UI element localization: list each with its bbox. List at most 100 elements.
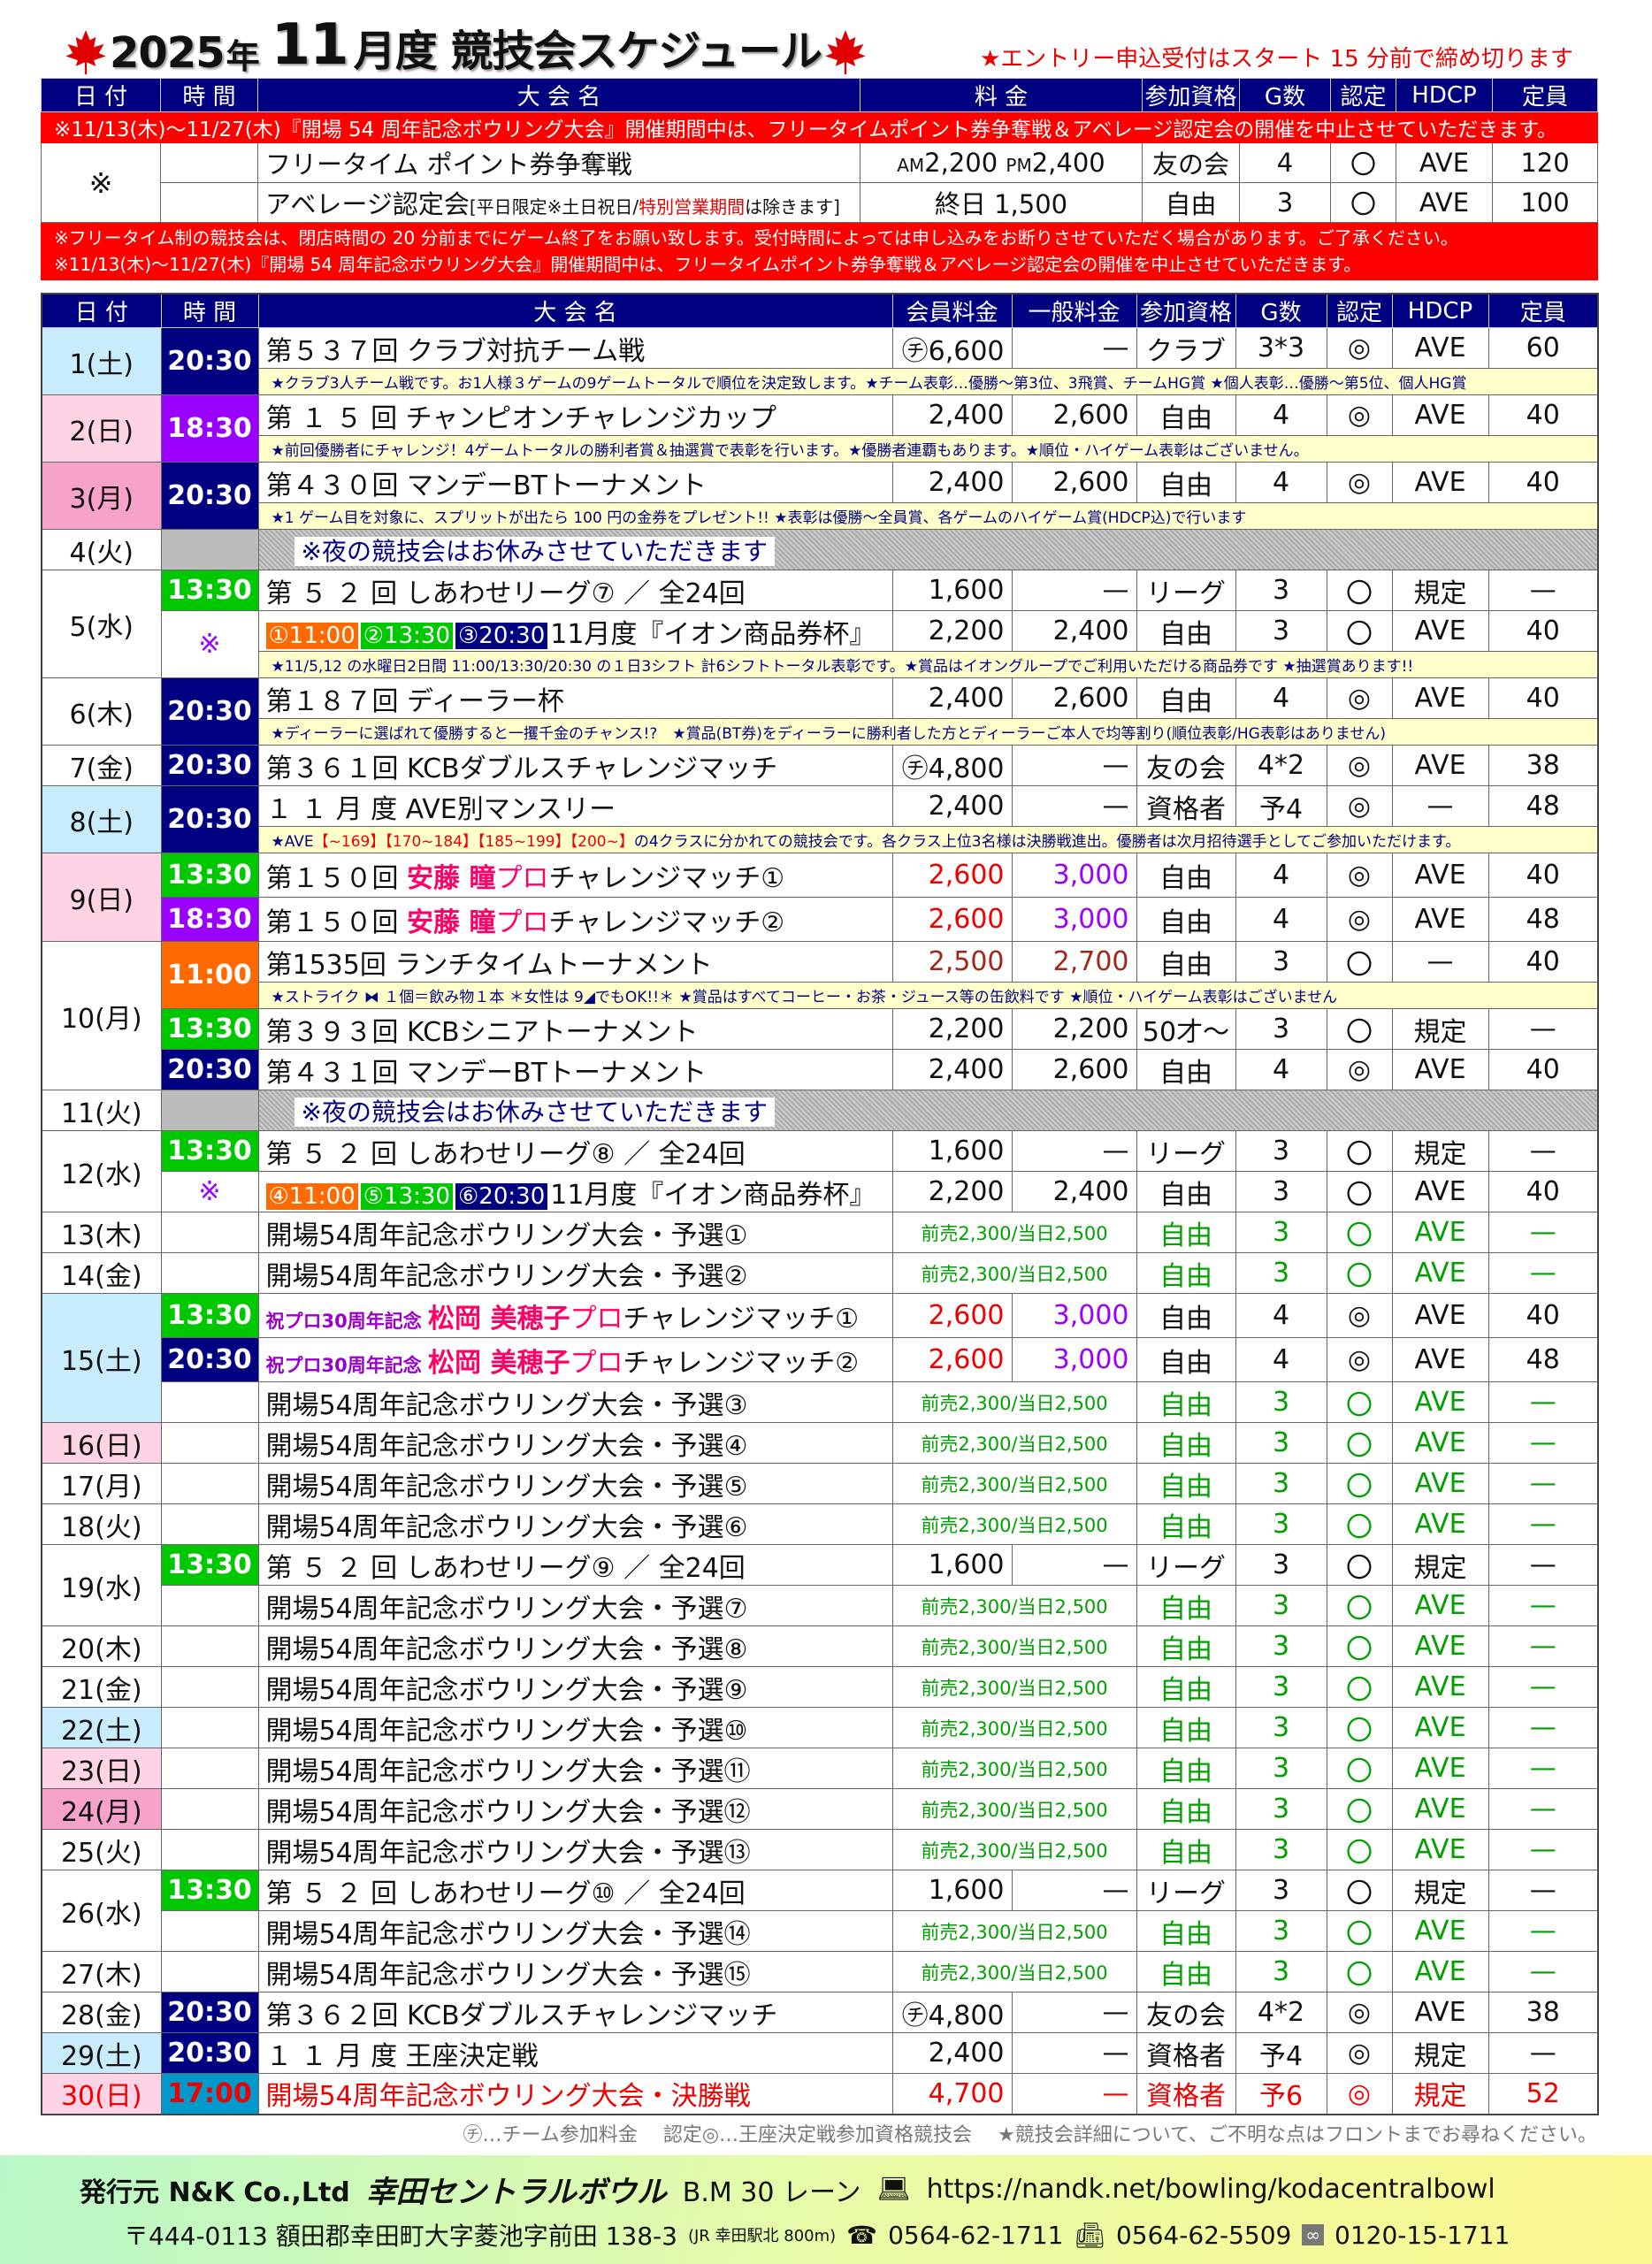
eligibility-cell: 友の会 <box>1136 1992 1236 2033</box>
qualifier-value: — <box>1488 1381 1599 1423</box>
hdcp-cell: 規定 <box>1391 1870 1489 1911</box>
qualifier-value: AVE <box>1391 1381 1489 1423</box>
qualifier-value: 3 <box>1235 1707 1327 1748</box>
member-fee: 2,400 <box>891 462 1013 503</box>
qualifier-fee: 前売2,300/当日2,500 <box>891 1625 1137 1667</box>
qualifier-value: — <box>1488 1748 1599 1789</box>
text-segment: 第 ５ ２ 回 しあわせリーグ⑩ ／ 全24回 <box>265 1878 746 1909</box>
games-cell: 3 <box>1235 610 1327 652</box>
qualifier-fee: 前売2,300/当日2,500 <box>891 1585 1137 1626</box>
qualifier-value: 自由 <box>1136 1212 1236 1253</box>
date-cell: 30(日) <box>41 2073 162 2115</box>
event-row: 9(日) 13:30 第１５０回 安藤 瞳プロチャレンジマッチ① 2,600 3,000… <box>41 853 1599 942</box>
eligibility-cell: 自由 <box>1136 897 1236 942</box>
capacity-cell: — <box>1488 1130 1599 1172</box>
event-name: 第４３０回 マンデーBTトーナメント <box>257 462 893 503</box>
qualifier-row: 開場54周年記念ボウリング大会・予選⑭ 前売2,300/当日2,500 自由 3 〇 AV… <box>42 1910 1599 1952</box>
qualifier-value: AVE <box>1391 1252 1489 1294</box>
time-cell: 13:30 <box>160 1008 259 1050</box>
event-row: 28(金) 20:30 第３６２回 KCBダブルスチャレンジマッチ ㋠4,800— 友の… <box>41 1992 1599 2033</box>
qualifier-value: AVE <box>1391 1788 1489 1830</box>
event-note: ★クラブ3人チーム戦です。お1人様３ゲームの9ゲームトータルで順位を決定致します… <box>257 368 1599 395</box>
event-row: 18:30 第１５０回 安藤 瞳プロチャレンジマッチ② 2,600 3,000 自由 4 ◎… <box>42 897 1599 942</box>
title-main: 競技会スケジュール <box>450 27 822 76</box>
cap-cell: 120 <box>1492 142 1598 183</box>
time-cell: ※ <box>160 1171 259 1212</box>
time-cell <box>160 1666 259 1708</box>
publisher: 発行元 N&K Co.,Ltd <box>80 2176 350 2208</box>
capacity-cell: 40 <box>1488 1049 1599 1090</box>
notice-line: ※11/13(木)～11/27(木)『開場 54 周年記念ボウリング大会』開催期… <box>54 254 1362 275</box>
hdcp-cell: AVE <box>1396 182 1493 223</box>
games-cell: 3*3 <box>1235 327 1327 369</box>
hdcp-cell: AVE <box>1391 327 1489 369</box>
text-segment: プロ <box>495 906 549 938</box>
event-note: ★11/5,12 の水曜日2日間 11:00/13:30/20:30 の１日3シ… <box>257 651 1599 678</box>
note-row: ★前回優勝者にチャレンジ！4ゲームトータルの勝利者賞＆抽選賞で表彰を行います。★… <box>42 435 1599 463</box>
event-row: 8(土) 20:30 １ １ 月 度 AVE別マンスリー 2,400— 資格者 予4 ◎ —4… <box>41 785 1599 853</box>
event-name: 第１８７回 ディーラー杯 <box>257 677 893 719</box>
time-cell: 18:30 <box>160 394 259 463</box>
event-name: 第 １ ５ 回 チャンピオンチャレンジカップ <box>257 394 893 436</box>
qualifier-value: AVE <box>1391 1951 1489 1992</box>
games-cell: 4 <box>1235 677 1327 719</box>
closed-cell: ※夜の競技会はお休みさせていただきます <box>257 1090 1599 1131</box>
eligibility-cell: 資格者 <box>1136 2073 1236 2115</box>
member-fee: 4,700 <box>891 2073 1013 2115</box>
text-segment: 第 ５ ２ 回 しあわせリーグ⑨ ／ 全24回 <box>265 1552 746 1584</box>
text-segment: ★AVE <box>271 833 314 851</box>
event-name: 開場54周年記念ボウリング大会・予選⑫ <box>257 1788 893 1830</box>
qualifier-value: 3 <box>1235 1463 1327 1504</box>
column-header: 時 間 <box>160 78 258 112</box>
text-segment: ⑤13:30 <box>360 1182 453 1210</box>
general-fee: 2,400 <box>1011 610 1137 652</box>
games-cell: 3 <box>1235 1008 1327 1050</box>
time-cell <box>160 1829 259 1870</box>
qualifier-value: 〇 <box>1326 1707 1393 1748</box>
event-name: フリータイム ポイント券争奪戦 <box>257 142 860 183</box>
qualifier-value: 〇 <box>1326 1463 1393 1504</box>
qualifier-value: 自由 <box>1136 1707 1236 1748</box>
hdcp-cell: 規定 <box>1391 2032 1489 2074</box>
certified-cell: 〇 <box>1326 941 1393 983</box>
column-header: HDCP <box>1396 78 1493 112</box>
qualifier-fee: 前売2,300/当日2,500 <box>891 1910 1137 1952</box>
event-name: 開場54周年記念ボウリング大会・予選② <box>257 1252 893 1294</box>
maple-leaf-icon <box>65 30 106 74</box>
time-cell <box>160 1252 259 1294</box>
qualifier-value: 自由 <box>1136 1748 1236 1789</box>
text-segment: プロ <box>495 862 549 894</box>
date-cell: 16(日) <box>41 1422 162 1464</box>
time-cell <box>160 1212 259 1253</box>
qualifier-value: 自由 <box>1136 1951 1236 1992</box>
certified-cell: ◎ <box>1326 677 1393 719</box>
member-fee: 2,400 <box>891 394 1013 436</box>
text-segment: ★ディーラーに選ばれて優勝すると一攫千金のチャンス!? ★賞品(BT券)をディー… <box>271 725 1386 743</box>
text-segment: PM <box>1006 155 1032 176</box>
text-segment: 祝プロ30周年記念 <box>265 1354 429 1376</box>
date-cell: 2(日) <box>41 394 162 463</box>
eligibility-cell: リーグ <box>1136 570 1236 611</box>
qualifier-value: AVE <box>1391 1666 1489 1708</box>
event-name: 第１５０回 安藤 瞳プロチャレンジマッチ② <box>257 897 893 942</box>
time-cell: 20:30 <box>160 462 259 530</box>
hdcp-cell: 規定 <box>1391 1008 1489 1050</box>
games-cell: 3 <box>1235 941 1327 983</box>
certified-cell: 〇 <box>1326 1008 1393 1050</box>
general-fee: 2,600 <box>1011 394 1137 436</box>
event-row: 1(土) 20:30 第５３７回 クラブ対抗チーム戦 ㋠6,600— クラブ 3*3 ◎ AV… <box>41 327 1599 395</box>
qualifier-value: AVE <box>1391 1910 1489 1952</box>
capacity-cell: 60 <box>1488 327 1599 369</box>
eligibility-cell: 自由 <box>1136 1293 1236 1338</box>
certified-cell: ◎ <box>1326 1992 1393 2033</box>
column-header: 日 付 <box>41 78 161 112</box>
time-cell: 20:30 <box>160 1992 259 2033</box>
note-row: ★クラブ3人チーム戦です。お1人様３ゲームの9ゲームトータルで順位を決定致します… <box>42 368 1599 395</box>
certified-cell: 〇 <box>1326 1870 1393 1911</box>
website-link[interactable]: https://nandk.net/bowling/kodacentralbow… <box>926 2174 1495 2205</box>
qualifier-value: 〇 <box>1326 1252 1393 1294</box>
event-name: ④11:00 ⑤13:30 ⑥20:30 11月度『イオン商品券杯』 <box>257 1171 893 1212</box>
closed-row: 11(火) ※夜の競技会はお休みさせていただきます <box>41 1090 1599 1131</box>
hdcp-cell: AVE <box>1391 610 1489 652</box>
text-segment: １ １ 月 度 王座決定戦 <box>265 2040 539 2072</box>
